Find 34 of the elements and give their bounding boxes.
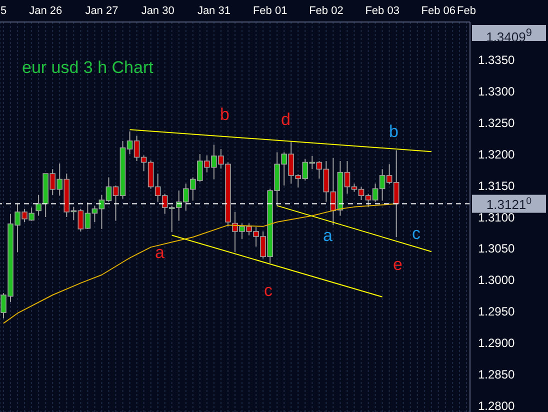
x-tick-label: Jan 27: [85, 5, 118, 17]
y-tick-label: 1.2800: [478, 398, 516, 412]
annotation: c: [412, 224, 420, 244]
annotation: e: [393, 255, 402, 275]
y-tick-label: 1.3200: [478, 147, 516, 162]
x-tick-label: Feb 03: [365, 5, 400, 17]
x-tick-label: Feb: [457, 5, 476, 17]
ref-line-label: 1.3121$^{0}$: [486, 195, 532, 212]
y-tick-label: 1.3250: [478, 116, 516, 130]
annotation: b: [220, 105, 230, 125]
y-tick-label: 1.3050: [478, 242, 516, 256]
x-tick-label: Jan 30: [141, 5, 174, 17]
x-tick-label: Jan 26: [29, 5, 62, 17]
y-tick-label: 1.3150: [478, 178, 516, 193]
y-tick-label: 1.3350: [478, 53, 516, 67]
y-tick-label: 1.2950: [478, 304, 516, 319]
y-tick-label: 1.3100: [478, 210, 516, 224]
x-tick-label: Feb 01: [252, 5, 288, 17]
annotation: a: [155, 243, 164, 263]
annotation: d: [281, 110, 290, 130]
text: eur usd 3 h Chart: [22, 58, 154, 78]
text: 1.3409$^{9}$: [485, 26, 533, 44]
y-tick-label: 1.2900: [478, 336, 516, 350]
annotation: a: [323, 226, 332, 246]
annotation: b: [389, 122, 398, 142]
x-tick-label: Feb 02: [309, 5, 344, 17]
y-tick-label: 1.3300: [478, 84, 516, 98]
x-tick-label: Jan 31: [197, 5, 230, 17]
y-tick-label: 1.3000: [478, 273, 516, 288]
x-tick-label: 5: [0, 5, 7, 17]
y-tick-label: 1.2850: [478, 368, 516, 382]
x-tick-label: Feb 06: [421, 5, 456, 17]
candlestick: [36, 194, 42, 216]
annotation: c: [264, 281, 272, 301]
